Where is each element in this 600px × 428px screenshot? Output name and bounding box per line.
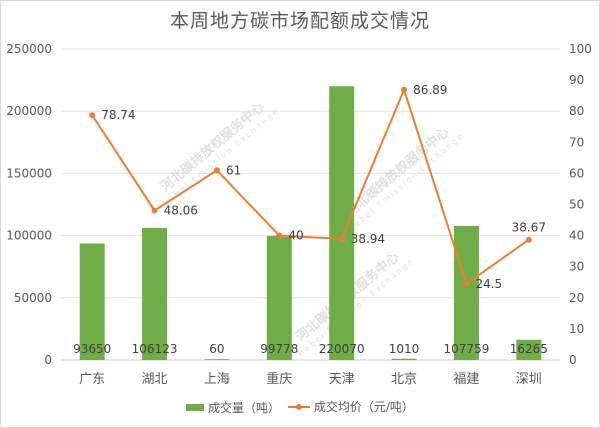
right-axis-tick-label: 60 [569, 166, 584, 180]
left-axis-tick-label: 150000 [6, 166, 52, 180]
right-axis-tick-label: 80 [569, 104, 584, 118]
bar-天津[interactable] [329, 86, 355, 361]
right-axis-tick-label: 40 [569, 229, 584, 243]
right-axis-tick-label: 100 [569, 42, 592, 56]
bar-福建[interactable] [453, 225, 479, 360]
price-marker-福建[interactable] [463, 280, 470, 287]
price-marker-重庆[interactable] [276, 232, 283, 239]
right-axis-tick-label: 20 [569, 291, 584, 305]
chart-title: 本周地方碳市场配额成交情况 [169, 10, 430, 32]
price-value-label: 38.94 [351, 232, 385, 246]
left-axis-tick-label: 0 [44, 353, 52, 367]
price-marker-广东[interactable] [89, 112, 96, 119]
price-value-label: 40 [288, 229, 303, 243]
gridlines [61, 48, 560, 361]
legend-label-price: 成交均价（元/吨） [313, 400, 414, 414]
bar-series-volume [79, 86, 542, 361]
bar-value-label: 1010 [389, 342, 420, 356]
category-label: 深圳 [516, 372, 542, 387]
bar-上海[interactable] [204, 359, 230, 360]
bar-广东[interactable] [79, 243, 105, 360]
svg-text:河北碳排放权服务中心: 河北碳排放权服务中心 [342, 124, 452, 220]
legend: 成交量（吨） 成交均价（元/吨） [0, 398, 600, 416]
bar-重庆[interactable] [266, 235, 292, 360]
right-axis-tick-label: 30 [569, 260, 584, 274]
category-label: 上海 [204, 372, 230, 387]
price-marker-上海[interactable] [213, 167, 220, 174]
right-axis-tick-label: 10 [569, 322, 584, 336]
price-value-label: 86.89 [413, 83, 447, 97]
bar-value-label: 60 [209, 342, 224, 356]
right-axis-tick-label: 50 [569, 198, 584, 212]
legend-label-volume: 成交量（吨） [208, 400, 281, 415]
line-series-price [89, 86, 532, 287]
price-value-label: 38.67 [512, 221, 546, 235]
line-marker-swatch-icon [287, 403, 310, 411]
right-axis-tick-label: 90 [569, 73, 584, 87]
price-value-label: 61 [226, 163, 241, 177]
left-axis-tick-label: 250000 [6, 42, 52, 56]
category-label: 湖北 [142, 372, 168, 387]
svg-text:河北碳排放权服务中心: 河北碳排放权服务中心 [157, 99, 267, 195]
category-label: 重庆 [266, 371, 292, 387]
left-y-axis: 0 50000 100000 150000 200000 250000 [6, 42, 52, 367]
bar-深圳[interactable] [516, 339, 542, 360]
legend-item-price[interactable]: 成交均价（元/吨） [287, 398, 414, 415]
line-data-labels: 78.74 48.06 61 40 38.94 86.89 24.5 38.67 [101, 83, 546, 291]
left-axis-tick-label: 100000 [6, 229, 52, 243]
bar-value-label: 107759 [444, 342, 490, 356]
right-axis-tick-label: 0 [569, 353, 577, 367]
price-marker-天津[interactable] [338, 235, 345, 242]
price-marker-深圳[interactable] [525, 236, 532, 243]
right-y-axis: 0 10 20 30 40 50 60 70 80 90 100 [569, 42, 592, 367]
category-label: 福建 [453, 372, 479, 387]
price-marker-湖北[interactable] [151, 207, 158, 214]
category-label: 广东 [79, 372, 105, 387]
bar-value-label: 93650 [73, 342, 111, 356]
right-axis-tick-label: 70 [569, 135, 584, 149]
svg-text:Hebei Emission Exchange: Hebei Emission Exchange [346, 131, 466, 234]
price-value-label: 48.06 [164, 204, 198, 218]
svg-text:Hebei Emission Exchange: Hebei Emission Exchange [161, 106, 281, 209]
bar-swatch-icon [186, 403, 205, 411]
price-value-label: 78.74 [101, 108, 135, 122]
bar-data-labels: 93650 106123 60 99778 220070 1010 107759 16265 [73, 342, 548, 356]
x-axis-categories: 广东 湖北 上海 重庆 天津 北京 福建 深圳 [79, 371, 542, 387]
left-axis-tick-label: 50000 [14, 291, 52, 305]
bar-北京[interactable] [391, 358, 417, 360]
price-line [91, 88, 530, 285]
bar-value-label: 106123 [132, 342, 178, 356]
legend-item-volume[interactable]: 成交量（吨） [186, 399, 280, 416]
price-marker-北京[interactable] [401, 86, 408, 93]
price-value-label: 24.5 [475, 277, 502, 291]
bar-value-label: 99778 [260, 342, 298, 356]
bar-湖北[interactable] [142, 227, 168, 360]
category-label: 天津 [329, 372, 355, 387]
bar-value-label: 220070 [319, 342, 365, 356]
bar-value-label: 16265 [510, 342, 548, 356]
category-label: 北京 [391, 372, 417, 387]
left-axis-tick-label: 200000 [6, 104, 52, 118]
